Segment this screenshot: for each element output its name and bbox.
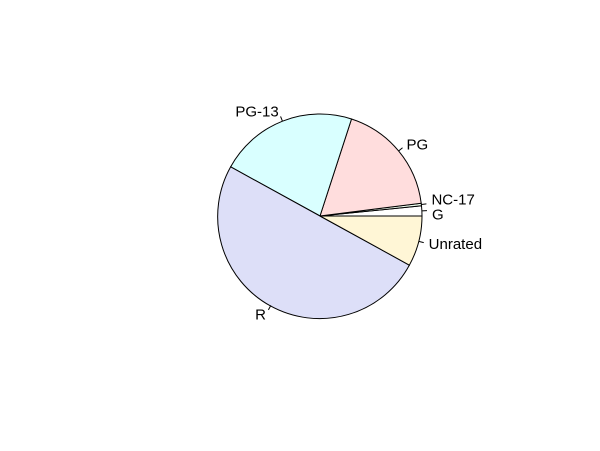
slice-label-nc-17: NC-17	[431, 191, 474, 208]
slice-label-unrated: Unrated	[429, 236, 482, 253]
pie-slice-unrated	[319, 215, 423, 266]
slice-label-r: R	[255, 306, 266, 323]
slice-label-pg: PG	[406, 136, 428, 153]
leader-line-pg-13	[280, 116, 283, 122]
leader-line-unrated	[418, 240, 424, 244]
labels-group: GNC-17 PG PG-13 R Unrated	[235, 104, 482, 324]
leader-line-nc-17	[421, 203, 427, 205]
slices-group	[217, 113, 423, 320]
pie-slice-pg-13	[229, 113, 353, 217]
slice-label-pg-13: PG-13	[235, 104, 278, 121]
slice-label-g: G	[432, 206, 444, 223]
leader-line-pg	[398, 147, 403, 152]
leader-line-r	[267, 305, 272, 311]
